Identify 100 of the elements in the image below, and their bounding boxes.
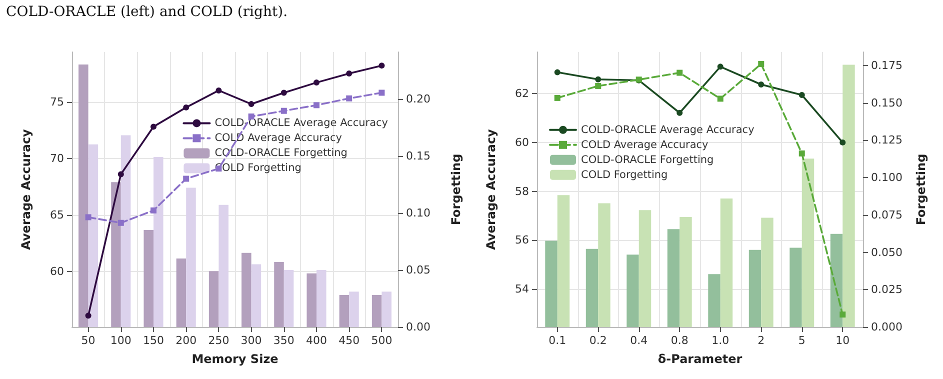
x-tick-label: 5 <box>798 334 806 347</box>
y2-tick-label: 0.075 <box>871 208 902 222</box>
y-tick-label: 58 <box>515 184 529 198</box>
point <box>280 108 287 114</box>
x-tick-label: 10 <box>836 334 850 347</box>
y-tick-label: 60 <box>50 265 64 278</box>
bar <box>557 195 570 327</box>
point <box>595 82 602 89</box>
bar <box>626 254 639 327</box>
legend-label: COLD-ORACLE Average Accuracy <box>581 124 754 136</box>
point <box>85 312 92 319</box>
point <box>183 104 190 110</box>
bar <box>274 262 284 327</box>
bar <box>339 295 350 327</box>
bar <box>208 271 219 327</box>
point <box>118 220 124 226</box>
x-tick-label: 0.2 <box>589 334 607 347</box>
bar <box>598 203 610 327</box>
point <box>595 76 602 82</box>
point <box>150 207 156 214</box>
y-axis-title: Average Accuracy <box>484 128 498 250</box>
point <box>758 60 764 67</box>
x-tick-label: 0.1 <box>548 334 566 347</box>
x-axis-title: δ-Parameter <box>658 352 742 366</box>
x-tick-label: 50 <box>81 334 96 347</box>
x-tick-label: 1.0 <box>712 334 730 347</box>
point <box>314 102 320 108</box>
bar <box>586 248 598 327</box>
bar <box>218 204 228 327</box>
bar <box>186 188 196 327</box>
y2-tick-label: 0.050 <box>871 246 902 259</box>
y2-tick-label: 0.000 <box>871 320 902 334</box>
bar <box>176 258 186 327</box>
y-tick-label: 70 <box>50 152 64 165</box>
bar <box>802 158 814 327</box>
point <box>378 90 385 96</box>
point <box>118 171 124 178</box>
x-tick-label: 200 <box>176 334 197 347</box>
bar <box>88 144 98 327</box>
point <box>798 92 805 98</box>
bar <box>111 182 121 327</box>
legend-label: COLD Forgetting <box>581 168 668 181</box>
bar <box>842 64 855 327</box>
bar <box>545 240 558 327</box>
x-tick-label: 0.4 <box>630 334 648 347</box>
y2-tick-label: 0.10 <box>406 206 430 220</box>
bar <box>144 230 154 327</box>
x-axis-title: Memory Size <box>192 352 278 366</box>
x-tick-label: 100 <box>110 334 132 347</box>
point <box>840 312 846 318</box>
bar <box>790 248 802 327</box>
point <box>798 150 805 156</box>
point <box>248 101 254 108</box>
bar <box>120 135 131 327</box>
point <box>554 69 560 76</box>
x-tick-label: 0.8 <box>670 334 688 347</box>
x-tick-label: 300 <box>240 334 262 347</box>
point <box>676 70 683 76</box>
bar <box>638 210 652 327</box>
y-tick-label: 56 <box>515 234 529 247</box>
point <box>346 70 352 76</box>
bar <box>382 292 392 327</box>
bar <box>761 218 774 327</box>
bar <box>284 270 294 327</box>
bar <box>242 252 252 327</box>
bar <box>830 234 843 327</box>
bar <box>667 229 680 327</box>
bar <box>349 292 359 327</box>
point <box>676 110 683 116</box>
point <box>346 95 352 102</box>
y2-tick-label: 0.125 <box>871 134 902 147</box>
point <box>85 214 92 220</box>
point <box>216 87 222 94</box>
point <box>554 94 560 101</box>
y-tick-label: 65 <box>50 208 64 222</box>
legend-label: COLD-ORACLE Forgetting <box>581 154 714 166</box>
y2-tick-label: 0.00 <box>406 320 430 334</box>
y2-axis-title: Forgetting <box>914 154 928 226</box>
point <box>183 176 190 182</box>
bar <box>316 270 326 327</box>
y2-tick-label: 0.100 <box>871 171 902 184</box>
x-tick-label: 2 <box>758 334 765 347</box>
x-tick-label: 400 <box>306 334 327 347</box>
point <box>717 64 724 70</box>
y-tick-label: 62 <box>515 87 529 100</box>
legend-label: COLD Average Accuracy <box>214 132 342 144</box>
legend-label: COLD Average Accuracy <box>581 138 708 151</box>
y2-tick-label: 0.150 <box>871 96 902 110</box>
point <box>150 124 156 130</box>
y2-tick-label: 0.15 <box>406 149 430 162</box>
point <box>314 80 320 86</box>
bar <box>306 273 316 327</box>
bar <box>251 264 262 327</box>
bar <box>372 295 382 327</box>
y2-tick-label: 0.175 <box>871 58 902 72</box>
bar <box>78 64 88 327</box>
bar <box>708 274 720 327</box>
x-tick-label: 350 <box>273 334 294 347</box>
y2-tick-label: 0.20 <box>406 92 430 106</box>
bar <box>154 156 164 327</box>
